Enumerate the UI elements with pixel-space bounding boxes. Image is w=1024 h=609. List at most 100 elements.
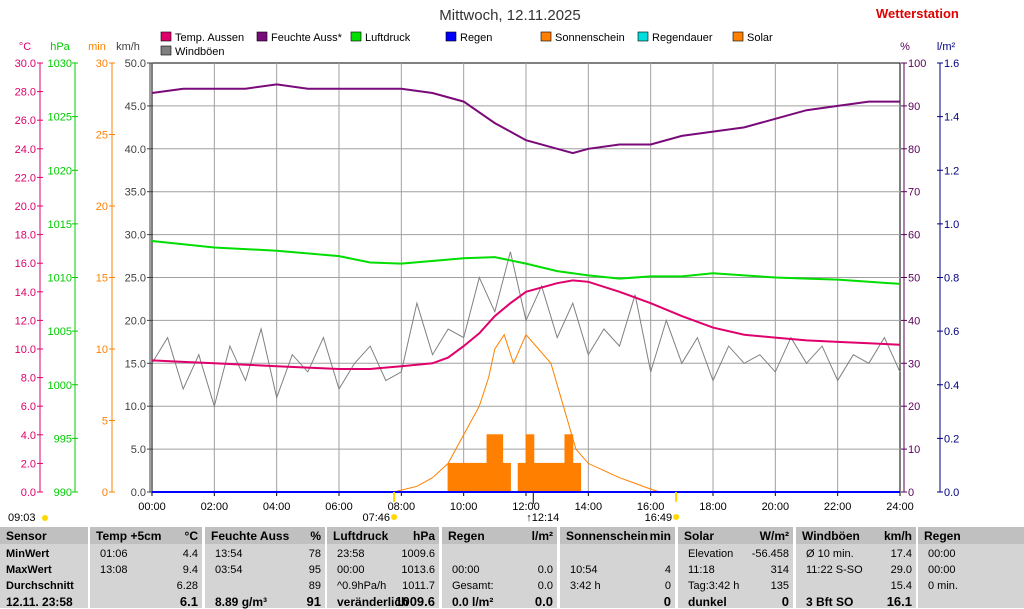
temp-tick-label: 22.0: [15, 172, 36, 184]
humidity-tick-label: 20: [908, 401, 920, 413]
table-column: Regen 00:00 00:00 0 min.: [918, 527, 1024, 608]
temp-tick-label: 2.0: [21, 458, 36, 470]
pressure-tick-label: 1005: [48, 326, 72, 338]
chart-plot: [151, 83, 901, 493]
table-column-header: Feuchte Auss%: [205, 527, 325, 544]
pressure-tick-label: 1030: [48, 58, 72, 70]
legend-label: Temp. Aussen: [175, 32, 244, 44]
start-time-label: 09:03: [8, 512, 36, 524]
table-cell-value: 0.0: [537, 564, 553, 576]
table-cell-label: 00:00: [928, 564, 956, 576]
time-marker-label: 16:49: [645, 512, 673, 524]
rain-tick-label: 0.2: [944, 433, 959, 445]
humidity-unit-label: %: [900, 41, 910, 53]
table-cell-label: Ø 10 min.: [806, 548, 854, 560]
table-cell-label: 11:18: [688, 564, 715, 576]
table-cell-value: 1009.6: [401, 548, 435, 560]
legend-swatch: [350, 31, 362, 42]
table-cell-value: 17.4: [890, 548, 912, 560]
x-tick-label: 22:00: [824, 501, 852, 513]
header-label: Sensor: [6, 529, 47, 543]
wind-tick-label: 20.0: [125, 315, 146, 327]
header-unit: hPa: [412, 529, 435, 543]
temp-tick-label: 6.0: [21, 401, 36, 413]
pressure-tick-label: 1020: [48, 165, 72, 177]
table-column: Sensor MinWert MaxWert Durchschnitt 12.11. 2…: [0, 527, 88, 609]
table-column: Feuchte Auss% 13:54 78 03:54 95 89 8.89 g/m³ 91: [205, 527, 325, 609]
table-cell-value: 135: [770, 580, 789, 592]
humidity-tick-label: 50: [908, 273, 920, 285]
rain-tick-label: 0.8: [944, 273, 959, 285]
table-cell-label: Durchschnitt: [6, 580, 74, 592]
time-markers: 07:46 16:49 ↑12:14 09:03: [8, 492, 680, 524]
temp-tick-label: 18.0: [15, 230, 36, 242]
chart-legend: Temp. Aussen Feuchte Auss* Luftdruck Regen S…: [160, 31, 773, 58]
legend-swatch: [445, 31, 457, 42]
minutes-tick-label: 30: [96, 58, 108, 70]
table-cell-value: 314: [770, 564, 789, 576]
series-line-feuchte-auss-: [151, 83, 900, 155]
humidity-tick-label: 70: [908, 187, 920, 199]
sunshine-bar: [470, 462, 480, 493]
wind-tick-label: 50.0: [125, 58, 146, 70]
rain-unit-label: l/m²: [937, 41, 956, 53]
legend-label: Feuchte Auss*: [271, 32, 343, 44]
table-cell-label: 03:54: [215, 564, 243, 576]
x-tick-label: 20:00: [762, 501, 790, 513]
legend-label: Sonnenschein: [555, 32, 625, 44]
header-label: Windböen: [802, 529, 860, 543]
weather-chart: Mittwoch, 12.11.2025 Wetterstation Temp.…: [8, 6, 959, 524]
table-cell-value: 1011.7: [402, 580, 435, 592]
table-cell-label: MaxWert: [6, 564, 52, 576]
header-label: Luftdruck: [333, 529, 389, 543]
temp-tick-label: 30.0: [15, 58, 36, 70]
table-cell-label: 11:22 S-SO: [806, 564, 863, 576]
minutes-tick-label: 25: [96, 130, 108, 142]
rain-tick-label: 1.0: [944, 219, 959, 231]
x-tick-label: 02:00: [201, 501, 229, 513]
table-cell-label: 00:00: [337, 564, 365, 576]
sunshine-bar: [525, 434, 535, 493]
table-cell-label: 01:06: [100, 548, 128, 560]
table-cell-label: MinWert: [6, 548, 50, 560]
table-cell-label: 8.89 g/m³: [215, 595, 268, 609]
humidity-tick-label: 10: [908, 444, 920, 456]
x-tick-label: 08:00: [388, 501, 416, 513]
humidity-tick-label: 100: [908, 58, 926, 70]
rain-tick-label: 1.6: [944, 58, 959, 70]
table-column-header: Temp +5cm °C: [90, 527, 202, 544]
table-cell-label: 3 Bft SO: [806, 595, 854, 609]
x-tick-label: 16:00: [637, 501, 665, 513]
sunshine-bar: [478, 462, 488, 493]
sunshine-bar: [486, 434, 496, 493]
x-tick-label: 18:00: [699, 501, 727, 513]
table-column-header: Luftdruck hPa: [327, 527, 439, 544]
table-column: Sonnenschein min 10:54 4 3:42 h 0 0: [560, 527, 675, 609]
humidity-tick-label: 0: [908, 487, 914, 499]
header-label: Sonnenschein: [566, 529, 649, 543]
header-label: Regen: [448, 529, 485, 543]
humidity-tick-label: 30: [908, 358, 920, 370]
temp-tick-label: 24.0: [15, 144, 36, 156]
table-cell-label: dunkel: [688, 595, 727, 609]
table-cell-label: 0.0 l/m²: [452, 595, 494, 609]
legend-label: Regen: [460, 32, 492, 44]
table-cell-value: 0: [781, 594, 789, 609]
wind-tick-label: 25.0: [125, 273, 146, 285]
table-cell-label: 13:08: [100, 564, 128, 576]
sunshine-bar: [533, 462, 543, 493]
table-cell-value: 4.4: [182, 548, 198, 560]
sunshine-bar: [541, 462, 550, 493]
sunshine-bar: [447, 462, 457, 493]
table-cell-label: Gesamt:: [452, 580, 494, 592]
table-cell-value: 1013.6: [401, 564, 435, 576]
wind-tick-label: 40.0: [125, 144, 146, 156]
pressure-tick-label: 1000: [48, 380, 72, 392]
rain-tick-label: 1.2: [944, 165, 959, 177]
time-marker-label: 07:46: [363, 512, 391, 524]
rain-tick-label: 0.6: [944, 326, 959, 338]
header-unit: km/h: [883, 529, 912, 543]
wind-tick-label: 5.0: [131, 444, 146, 456]
table-cell-label: 12.11. 23:58: [6, 595, 73, 609]
noon-marker-label: ↑12:14: [526, 512, 559, 524]
